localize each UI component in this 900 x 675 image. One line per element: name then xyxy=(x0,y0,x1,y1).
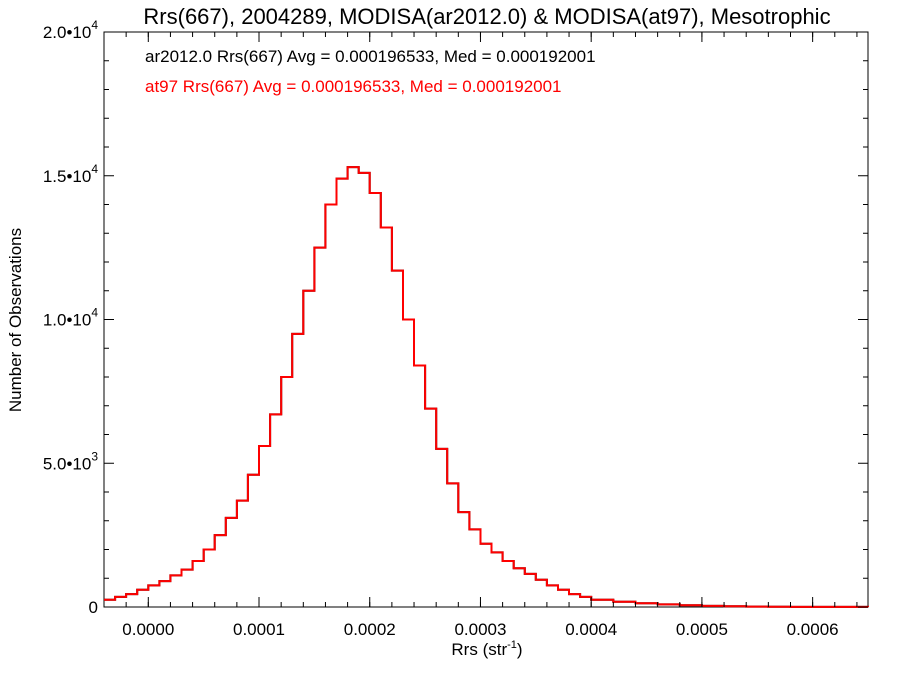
y-axis-label: Number of Observations xyxy=(6,228,25,412)
y-tick-mantissa: 1.0•10 xyxy=(43,311,92,330)
y-tick-label: 1.0•104 xyxy=(43,306,99,330)
x-tick-label: 0.0002 xyxy=(344,620,396,639)
y-tick-exponent: 4 xyxy=(91,306,98,320)
x-tick-label: 0.0000 xyxy=(122,620,174,639)
y-tick-mantissa: 5.0•10 xyxy=(43,454,92,473)
annotation-ar2012: ar2012.0 Rrs(667) Avg = 0.000196533, Med… xyxy=(145,47,596,66)
x-axis-label-main: Rrs (str xyxy=(451,640,507,659)
x-axis-ticks: 0.0000 0.0001 0.0002 0.0003 0.0004 0.0005 0.00… xyxy=(103,32,858,639)
y-tick-label: 2.0•104 xyxy=(43,18,99,42)
x-tick-label: 0.0006 xyxy=(787,620,839,639)
y-tick-mantissa: 0 xyxy=(89,598,98,617)
x-tick-label: 0.0001 xyxy=(233,620,285,639)
x-tick-label: 0.0003 xyxy=(454,620,506,639)
x-tick-label: 0.0005 xyxy=(676,620,728,639)
y-tick-label: 5.0•103 xyxy=(43,449,99,473)
x-axis-label-close: ) xyxy=(517,640,523,659)
y-tick-exponent: 3 xyxy=(91,449,98,463)
y-tick-label: 1.5•104 xyxy=(43,162,99,186)
x-tick-label: 0.0004 xyxy=(565,620,617,639)
y-tick-mantissa: 1.5•10 xyxy=(43,167,92,186)
x-axis-label-sup: -1 xyxy=(507,639,517,651)
chart-title: Rrs(667), 2004289, MODISA(ar2012.0) & MO… xyxy=(143,4,830,29)
y-tick-label: 0 xyxy=(89,598,98,617)
x-axis-label: Rrs (str-1) xyxy=(451,639,522,659)
y-tick-exponent: 4 xyxy=(91,162,98,176)
y-tick-exponent: 4 xyxy=(91,18,98,32)
annotation-at97: at97 Rrs(667) Avg = 0.000196533, Med = 0… xyxy=(145,77,562,96)
y-tick-mantissa: 2.0•10 xyxy=(43,23,92,42)
